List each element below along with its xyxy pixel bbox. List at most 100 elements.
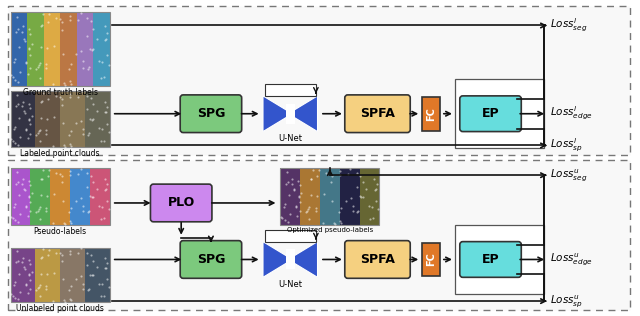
Point [66, 129, 76, 134]
Point [86, 252, 96, 257]
Point [33, 208, 43, 213]
Point [102, 52, 112, 58]
Point [330, 222, 340, 227]
Point [24, 26, 34, 31]
Point [86, 117, 97, 122]
Point [92, 109, 102, 114]
Bar [11, 168, 31, 225]
Bar [35, 247, 60, 302]
Point [36, 193, 46, 198]
Point [303, 206, 314, 211]
Point [83, 286, 93, 291]
Point [65, 141, 75, 146]
Point [57, 96, 67, 101]
Bar [320, 168, 340, 225]
Point [102, 121, 112, 126]
Point [346, 196, 356, 201]
Bar [11, 91, 110, 148]
Point [64, 209, 74, 214]
Point [352, 210, 362, 215]
Point [25, 131, 35, 137]
Point [277, 216, 287, 221]
Text: EP: EP [482, 107, 499, 120]
Point [92, 36, 102, 41]
Point [35, 283, 45, 288]
Point [33, 65, 43, 70]
Point [307, 167, 317, 173]
Point [44, 90, 54, 95]
Point [102, 105, 112, 110]
Point [86, 96, 96, 101]
Point [19, 38, 29, 43]
Polygon shape [263, 242, 292, 277]
Point [56, 102, 67, 107]
Point [356, 195, 366, 200]
FancyBboxPatch shape [345, 241, 410, 278]
Point [43, 96, 53, 101]
Point [36, 255, 47, 260]
Point [285, 212, 295, 217]
Point [12, 260, 22, 265]
Point [289, 188, 300, 193]
Point [100, 177, 110, 182]
Point [64, 132, 74, 137]
Point [371, 182, 381, 187]
Point [12, 14, 22, 19]
Point [82, 33, 92, 39]
Point [76, 89, 86, 94]
Point [19, 188, 29, 193]
Point [88, 194, 98, 199]
Point [327, 198, 337, 203]
Point [65, 219, 75, 224]
FancyBboxPatch shape [150, 184, 212, 222]
Point [294, 193, 304, 198]
Point [65, 251, 76, 256]
Point [17, 104, 28, 109]
Text: Labeled point clouds: Labeled point clouds [20, 149, 100, 158]
Point [12, 92, 22, 97]
Text: Unlabeled point clouds: Unlabeled point clouds [16, 304, 104, 313]
Point [24, 117, 34, 122]
Point [104, 129, 114, 134]
Bar [8, 6, 630, 155]
Point [41, 287, 51, 292]
Point [318, 221, 328, 226]
Point [49, 43, 60, 48]
Point [96, 294, 106, 299]
Point [18, 256, 28, 261]
Point [365, 216, 376, 221]
Point [301, 210, 311, 215]
Point [99, 138, 109, 143]
Point [13, 80, 23, 85]
Point [102, 277, 112, 282]
Point [369, 177, 380, 182]
Point [49, 114, 60, 119]
Point [83, 208, 93, 213]
Point [102, 261, 112, 266]
Point [6, 214, 17, 219]
Point [82, 107, 92, 112]
Text: Pseudo-labels: Pseudo-labels [34, 227, 87, 236]
Point [66, 221, 76, 226]
Point [335, 169, 345, 174]
Point [9, 60, 19, 65]
Point [31, 66, 42, 71]
Point [357, 194, 367, 199]
Text: $Loss^l_{sp}$: $Loss^l_{sp}$ [550, 137, 583, 154]
Point [36, 115, 46, 120]
Point [14, 193, 24, 198]
Point [22, 291, 33, 296]
Bar [60, 247, 85, 302]
Point [88, 258, 99, 263]
Point [311, 209, 321, 214]
Point [355, 194, 365, 199]
Text: $Loss^u_{edge}$: $Loss^u_{edge}$ [550, 252, 593, 267]
Point [58, 52, 68, 57]
Point [21, 127, 31, 132]
Point [36, 256, 46, 261]
Point [294, 183, 305, 188]
Point [49, 82, 59, 87]
Point [282, 170, 292, 175]
Text: $Loss^l_{seg}$: $Loss^l_{seg}$ [550, 17, 588, 34]
FancyBboxPatch shape [180, 95, 242, 133]
